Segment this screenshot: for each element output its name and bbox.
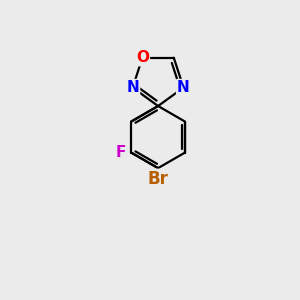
Text: N: N (126, 80, 139, 95)
Text: F: F (115, 145, 126, 160)
Text: O: O (136, 50, 149, 65)
Text: Br: Br (148, 170, 169, 188)
Text: N: N (177, 80, 190, 95)
